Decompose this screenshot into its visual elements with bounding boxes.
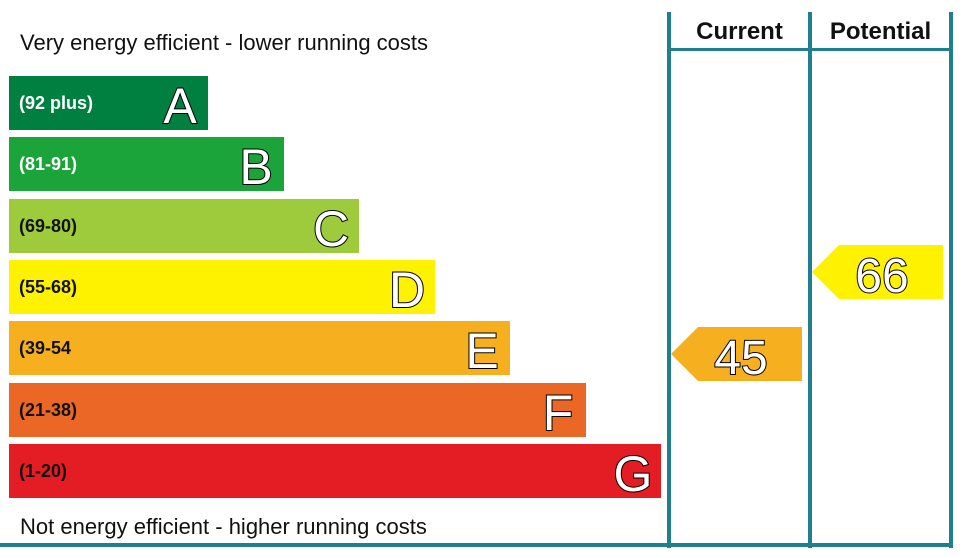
band-range-label: (55-68) (19, 276, 78, 297)
band-letter-glyph: G (614, 446, 653, 498)
column-divider-left (667, 12, 671, 548)
band-letter-c: C (312, 200, 350, 253)
band-d: (55-68) D (9, 260, 435, 314)
potential-column-header: Potential (829, 18, 932, 45)
potential-rating-arrow: 66 (812, 245, 943, 304)
band-range-label: (39-54 (19, 337, 72, 358)
band-letter-f: F (542, 384, 575, 437)
band-c: (69-80) C (9, 199, 359, 253)
band-letter-a: A (162, 77, 198, 130)
band-letter-glyph: A (163, 78, 197, 130)
band-letter-glyph: F (543, 385, 574, 437)
top-caption: Very energy efficient - lower running co… (20, 30, 429, 55)
current-rating-arrow-shape (671, 327, 802, 381)
current-rating-arrow: 45 (671, 327, 802, 386)
band-f: (21-38) F (9, 383, 586, 437)
band-b: (81-91) B (9, 137, 284, 191)
header-rule (667, 48, 953, 51)
band-range-label: (92 plus) (19, 92, 94, 113)
bottom-caption: Not energy efficient - higher running co… (20, 514, 427, 539)
band-g: (1-20) G (9, 444, 661, 498)
current-rating-arrow-value: 45 (714, 332, 767, 385)
band-a: (92 plus) A (9, 76, 208, 130)
band-letter-g: G (613, 445, 654, 498)
band-range-label: (69-80) (19, 215, 78, 236)
bottom-rule (0, 543, 953, 547)
band-letter-d: D (388, 261, 426, 314)
potential-rating-arrow-value: 66 (855, 250, 908, 303)
band-letter-glyph: C (313, 201, 349, 253)
column-divider-middle (808, 12, 812, 548)
band-letter-b: B (238, 138, 273, 191)
band-letter-glyph: B (239, 139, 272, 191)
band-range-label: (81-91) (19, 153, 78, 174)
column-divider-right (949, 12, 953, 548)
band-letter-glyph: E (465, 323, 498, 375)
band-letter-glyph: D (389, 262, 425, 314)
band-range-label: (21-38) (19, 399, 78, 420)
band-letter-e: E (464, 322, 499, 375)
current-column-header: Current (696, 18, 783, 45)
potential-rating-arrow-shape (812, 245, 943, 299)
band-e: (39-54 E (9, 321, 510, 375)
band-range-label: (1-20) (19, 460, 68, 481)
